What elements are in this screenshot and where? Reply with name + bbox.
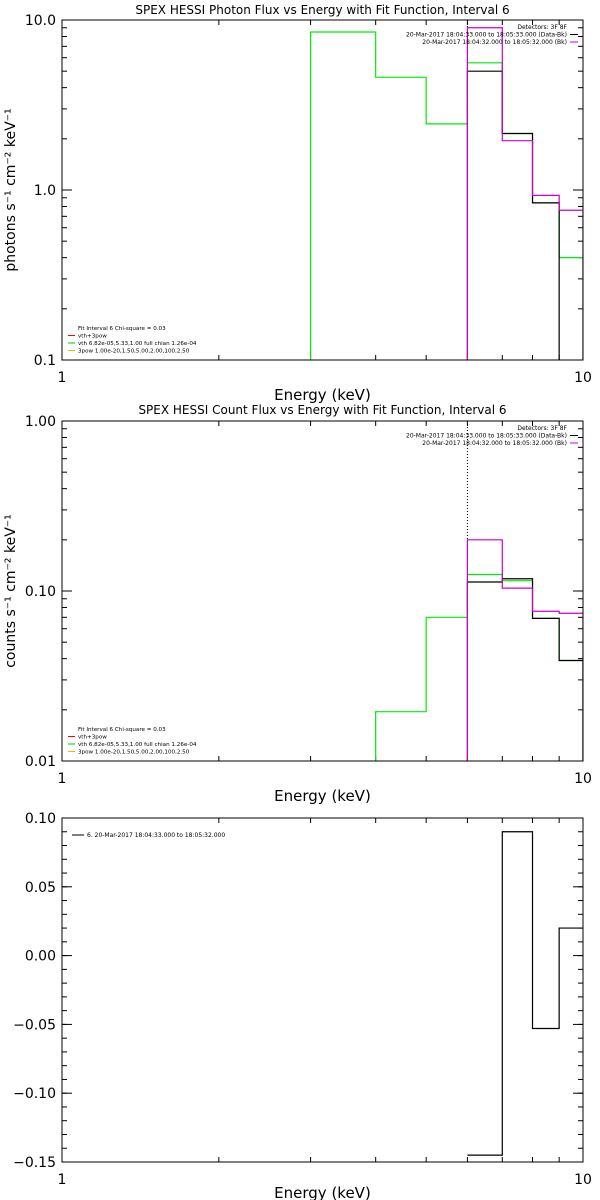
- chart-panel-2: SPEX HESSI Count Flux vs Energy with Fit…: [3, 403, 592, 805]
- x-axis-label: Energy (keV): [274, 386, 371, 404]
- legend-entry: vth+3pow: [78, 735, 107, 741]
- x-tick-label: 1: [58, 771, 67, 787]
- legend-entry: Fit Interval 6 Chi-square = 0.03: [78, 727, 166, 733]
- legend-entry: 3pow 1.00e-20,1.50,5.00,2.00,100,2.50: [78, 750, 190, 756]
- legend-entry: 20-Mar-2017 18:04:32.000 to 18:05:32.000…: [422, 440, 567, 447]
- series-2-line: [466, 70, 560, 360]
- x-tick-label: 10: [574, 771, 592, 787]
- y-axis-label: counts s⁻¹ cm⁻² keV⁻¹: [3, 514, 19, 668]
- y-tick-label: 10.0: [25, 13, 56, 29]
- series-3-line: [466, 27, 583, 360]
- legend-entry: 3pow 1.00e-20,1.50,5.00,2.00,100,2.50: [78, 349, 190, 355]
- plot-area: [309, 20, 583, 360]
- y-tick-label: −0.15: [13, 1155, 56, 1171]
- series-1-line: [309, 31, 583, 360]
- y-axis-label: photons s⁻¹ cm⁻² keV⁻¹: [3, 108, 19, 271]
- x-tick-label: 10: [574, 1172, 592, 1188]
- x-axis-label: Energy (keV): [274, 1184, 371, 1200]
- legend-entry: 20-Mar-2017 18:04:33.000 to 18:05:33.000…: [406, 433, 567, 440]
- series-1-line: [375, 573, 583, 761]
- y-tick-label: −0.05: [13, 1017, 56, 1033]
- legend-entry: Detectors: 3F 8F: [517, 24, 567, 31]
- y-tick-label: 0.10: [25, 811, 56, 827]
- y-tick-label: 1.00: [25, 414, 56, 430]
- y-tick-label: 0.10: [25, 584, 56, 600]
- series-3-line: [466, 539, 583, 761]
- legend-entry: vth 6.82e-05,5.33,1.00 full chian 1.26e-…: [78, 742, 197, 748]
- plot-frame: [61, 817, 584, 1163]
- x-axis-label: Energy (keV): [274, 787, 371, 805]
- x-tick-label: 1: [58, 370, 67, 386]
- chart-panel-1: SPEX HESSI Photon Flux vs Energy with Fi…: [3, 3, 592, 404]
- x-tick-label: 10: [574, 370, 592, 386]
- plot-frame: [61, 420, 584, 762]
- chart-title: SPEX HESSI Count Flux vs Energy with Fit…: [138, 403, 506, 417]
- legend-entry: 20-Mar-2017 18:04:32.000 to 18:05:32.000…: [422, 39, 567, 46]
- chart-panel-3: 1 10 −0.15 −0.10 −0.05 0.00 0.05 0.10 Energy (ke…: [13, 811, 592, 1200]
- legend-entry: vth 6.82e-05,5.33,1.00 full chian 1.26e-…: [78, 341, 197, 347]
- y-tick-label: 0.05: [25, 880, 56, 896]
- y-tick-label: 1.0: [34, 183, 56, 199]
- plot-area: [467, 831, 583, 1156]
- series-1-line: [467, 831, 583, 1156]
- legend-entry: 20-Mar-2017 18:04:33.000 to 18:05:33.000…: [406, 32, 567, 39]
- legend-entry: Detectors: 3F 8F: [517, 425, 567, 432]
- plot-area: [375, 421, 583, 761]
- x-tick-label: 1: [58, 1172, 67, 1188]
- chart-title: SPEX HESSI Photon Flux vs Energy with Fi…: [135, 3, 509, 17]
- y-tick-label: 0.00: [25, 949, 56, 965]
- plot-frame: [61, 19, 584, 361]
- legend-entry: Fit Interval 6 Chi-square = 0.03: [78, 326, 166, 332]
- legend-entry: vth+3pow: [78, 334, 107, 340]
- y-tick-label: −0.10: [13, 1086, 56, 1102]
- y-tick-label: 0.01: [25, 754, 56, 770]
- series-2-line: [466, 578, 583, 761]
- y-tick-label: 0.1: [34, 353, 56, 369]
- legend-entry: 6. 20-Mar-2017 18:04:33.000 to 18:05:32.…: [87, 832, 225, 839]
